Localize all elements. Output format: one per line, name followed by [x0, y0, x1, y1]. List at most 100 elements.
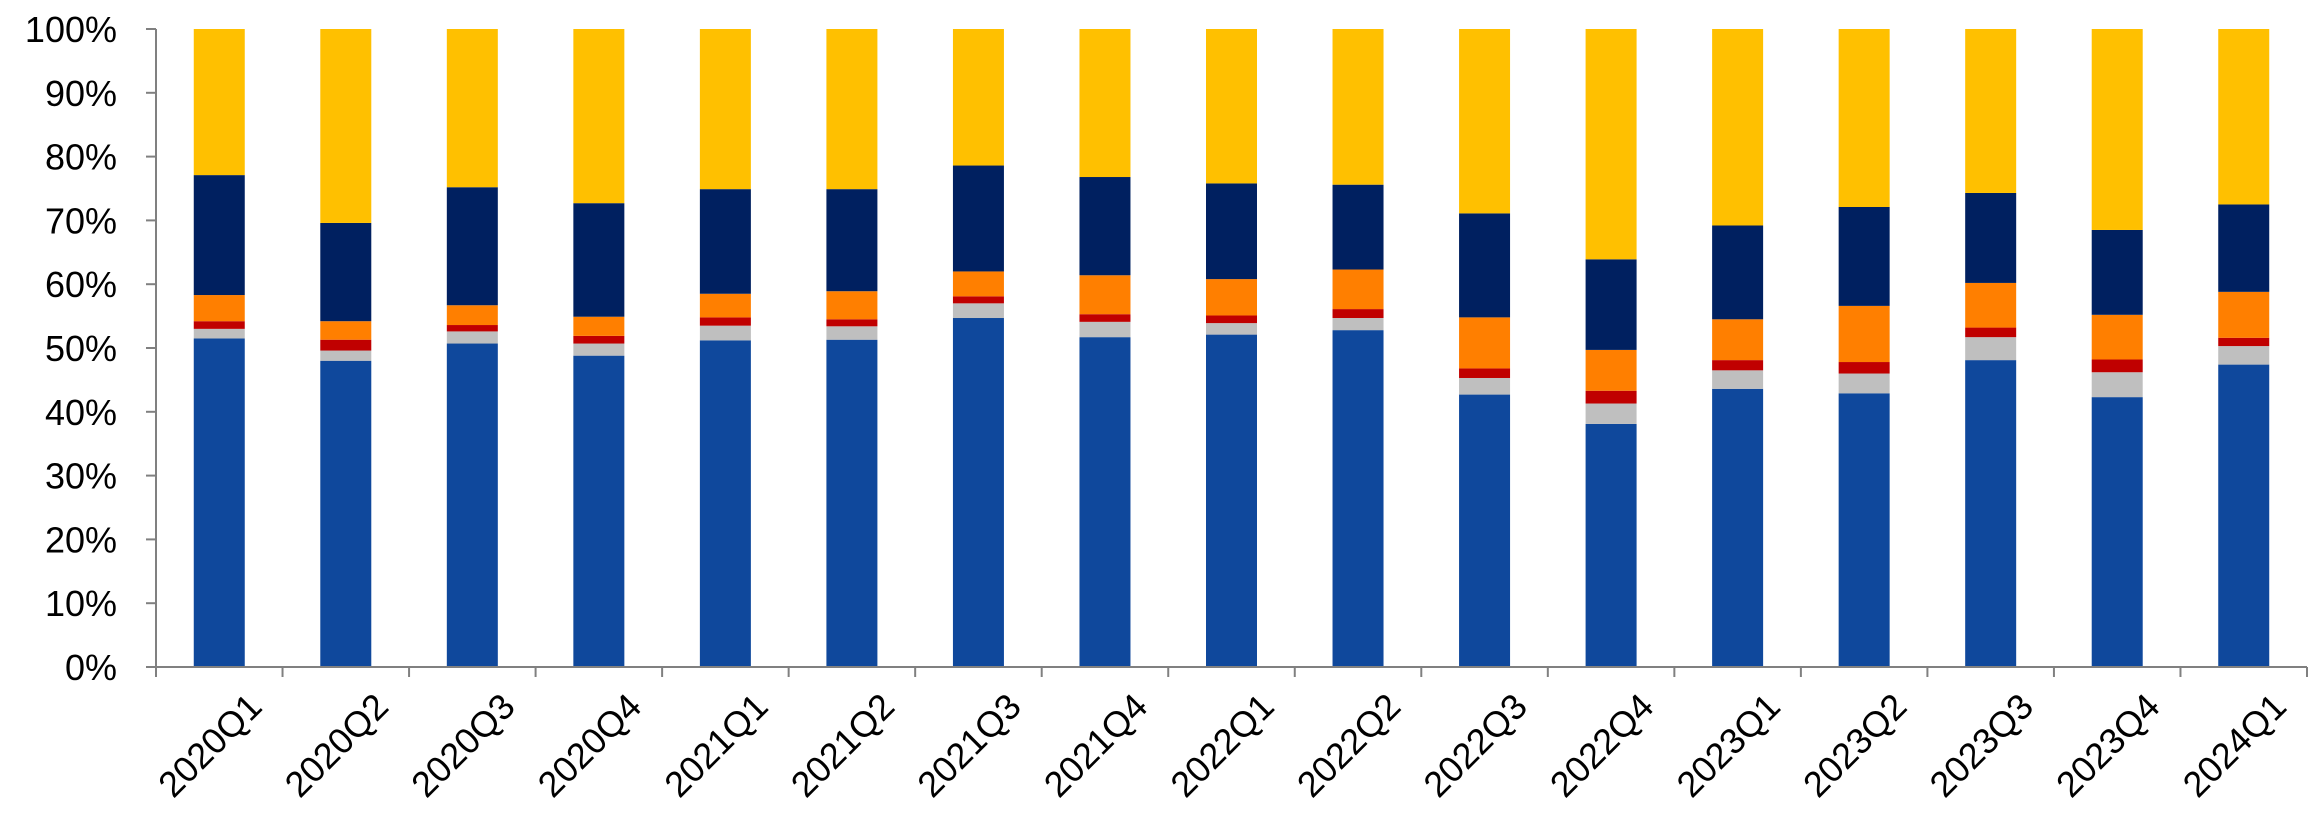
- bar-segment: [2091, 29, 2143, 230]
- bar-segment: [446, 331, 498, 344]
- bar-segment: [1332, 309, 1384, 319]
- bar-segment: [446, 305, 498, 326]
- bar-segment: [1712, 360, 1764, 371]
- bar-segment: [826, 339, 878, 667]
- bar-segment: [1206, 29, 1257, 184]
- bar-segment: [573, 203, 625, 317]
- bar-segment: [320, 222, 372, 322]
- bar-segment: [573, 29, 625, 204]
- bar-segment: [952, 29, 1004, 166]
- bar-segment: [2091, 397, 2143, 667]
- bar-segment: [1332, 318, 1384, 331]
- bar-segment: [1206, 315, 1257, 324]
- bar-segment: [320, 350, 372, 361]
- bar-segment: [1585, 403, 1637, 424]
- bar-segment: [1838, 393, 1890, 667]
- bar-segment: [1585, 259, 1637, 350]
- bar-segment: [320, 360, 372, 667]
- bar-segment: [699, 340, 751, 667]
- x-tick-label: 2024Q1: [2174, 685, 2294, 805]
- bar-segment: [1838, 373, 1890, 394]
- bar-segment: [573, 355, 625, 667]
- x-tick-label: 2022Q3: [1415, 685, 1535, 805]
- bar-segment: [1965, 192, 2017, 283]
- bar-segment: [1712, 370, 1764, 389]
- x-tick-label: 2022Q4: [1542, 685, 1662, 805]
- bar-segment: [193, 321, 245, 329]
- x-tick-label: 2022Q1: [1162, 685, 1282, 805]
- y-tick-label: 0%: [65, 647, 117, 688]
- bar-segment: [699, 317, 751, 326]
- bar-segment: [1712, 29, 1764, 226]
- bar-segment: [446, 29, 498, 188]
- y-tick-label: 10%: [45, 583, 117, 624]
- bar-segment: [1079, 177, 1131, 276]
- y-tick-label: 60%: [45, 264, 117, 305]
- bar-segment: [2218, 337, 2270, 347]
- bar-segment: [826, 326, 878, 340]
- bar-segment: [2218, 346, 2270, 365]
- bar-segment: [1965, 360, 2017, 667]
- bar-segment: [1332, 269, 1384, 310]
- bar-segment: [1838, 207, 1890, 306]
- x-tick-label: 2020Q1: [150, 685, 270, 805]
- x-tick-group: 2020Q1 2020Q2 2020Q3 2020Q4 2021Q1 2021Q2 2021…: [150, 667, 2308, 805]
- bar-segment: [1332, 330, 1384, 667]
- bar-segment: [320, 339, 372, 351]
- bar-segment: [1206, 183, 1257, 280]
- y-tick-label: 100%: [25, 9, 117, 50]
- bar-segment: [2091, 229, 2143, 315]
- bar-segment: [2091, 314, 2143, 360]
- bar-segment: [1459, 377, 1511, 395]
- bar-segment: [2218, 364, 2270, 667]
- bar-segment: [826, 189, 878, 292]
- bar-segment: [1206, 323, 1257, 335]
- bar-segment: [193, 295, 245, 322]
- x-tick-label: 2023Q2: [1795, 685, 1915, 805]
- bar-segment: [1206, 334, 1257, 667]
- x-tick-label: 2020Q3: [403, 685, 523, 805]
- bars-group: [193, 29, 2270, 667]
- y-tick-label: 70%: [45, 200, 117, 241]
- bar-segment: [573, 343, 625, 356]
- y-tick-label: 40%: [45, 392, 117, 433]
- bar-segment: [2218, 204, 2270, 292]
- bar-segment: [1585, 423, 1637, 667]
- bar-segment: [1079, 321, 1131, 338]
- bar-segment: [699, 189, 751, 294]
- x-tick-label: 2020Q4: [530, 685, 650, 805]
- bar-segment: [1079, 314, 1131, 322]
- y-tick-label: 90%: [45, 73, 117, 114]
- x-tick-label: 2023Q1: [1668, 685, 1788, 805]
- bar-segment: [2218, 291, 2270, 338]
- bar-segment: [1459, 368, 1511, 378]
- bar-segment: [2218, 29, 2270, 205]
- bar-segment: [1079, 29, 1131, 178]
- bar-segment: [1459, 29, 1511, 214]
- bar-segment: [1712, 225, 1764, 320]
- bar-segment: [320, 321, 372, 340]
- bar-segment: [699, 325, 751, 341]
- bar-segment: [193, 29, 245, 176]
- x-tick-label: 2023Q3: [1921, 685, 2041, 805]
- bar-segment: [2091, 372, 2143, 398]
- bar-segment: [1079, 275, 1131, 315]
- bar-segment: [446, 343, 498, 667]
- bar-segment: [1206, 279, 1257, 316]
- x-tick-label: 2021Q4: [1036, 685, 1156, 805]
- bar-segment: [826, 291, 878, 320]
- bar-segment: [1965, 29, 2017, 193]
- bar-segment: [193, 328, 245, 339]
- bar-segment: [1459, 317, 1511, 369]
- bar-segment: [573, 316, 625, 336]
- bar-segment: [1459, 394, 1511, 667]
- bar-segment: [1712, 388, 1764, 667]
- bar-segment: [193, 175, 245, 296]
- bar-segment: [952, 303, 1004, 319]
- bar-segment: [193, 338, 245, 667]
- x-tick-label: 2021Q3: [909, 685, 1029, 805]
- bar-segment: [1459, 213, 1511, 318]
- bar-segment: [1332, 29, 1384, 185]
- bar-segment: [952, 318, 1004, 667]
